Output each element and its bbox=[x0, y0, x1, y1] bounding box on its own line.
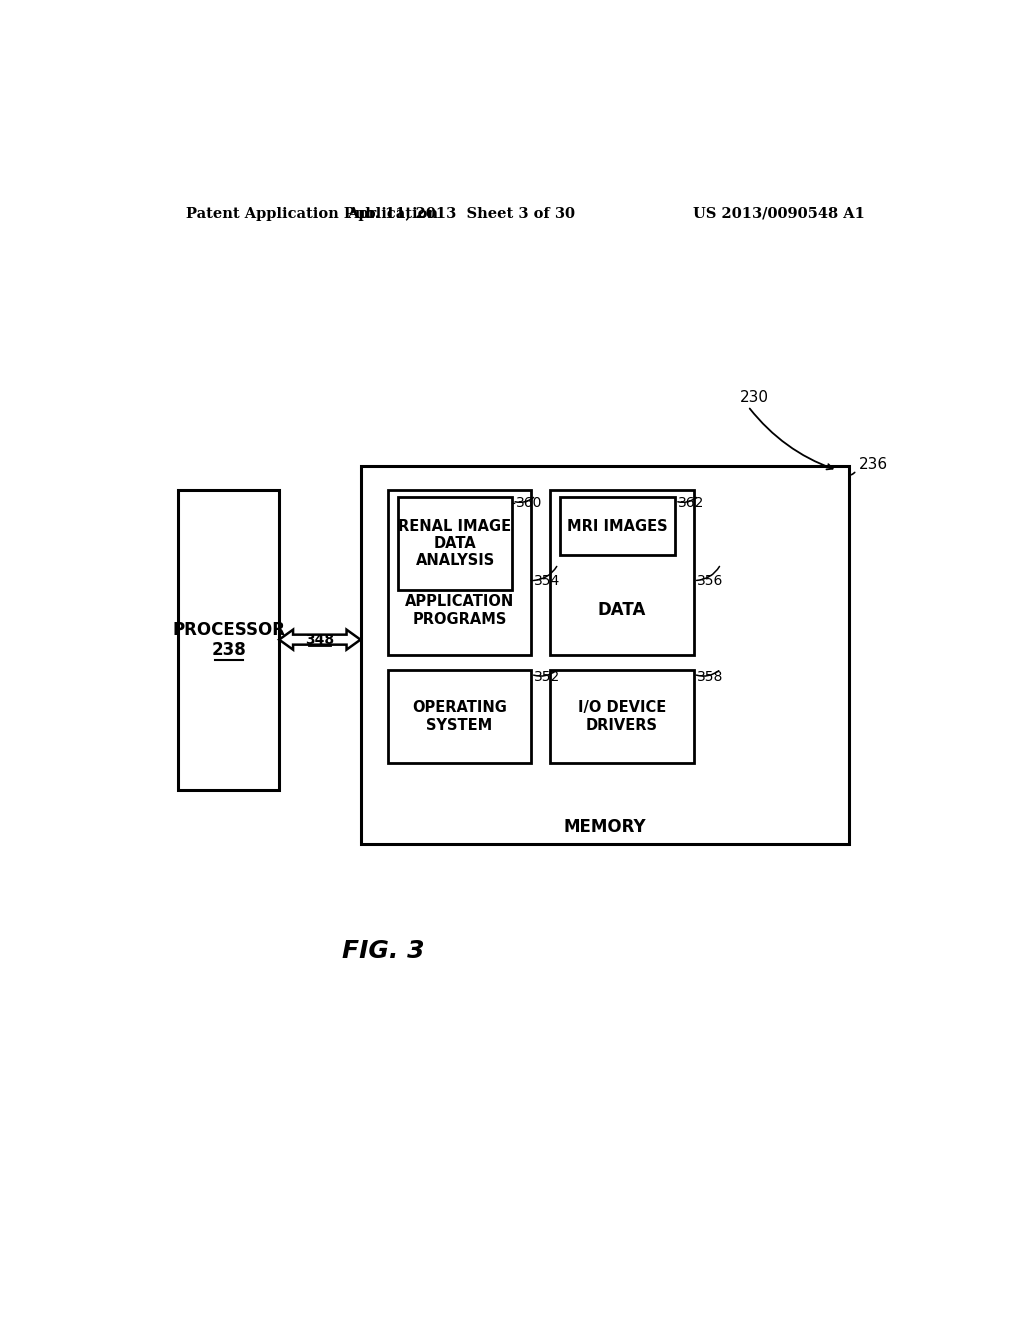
Text: Apr. 11, 2013  Sheet 3 of 30: Apr. 11, 2013 Sheet 3 of 30 bbox=[347, 207, 575, 220]
Text: 230: 230 bbox=[740, 389, 769, 405]
Text: FIG. 3: FIG. 3 bbox=[342, 940, 425, 964]
Text: 358: 358 bbox=[697, 669, 723, 684]
Bar bbox=[550, 490, 693, 655]
Bar bbox=[550, 671, 693, 763]
Text: 354: 354 bbox=[535, 574, 560, 587]
Text: 352: 352 bbox=[535, 669, 560, 684]
Text: 236: 236 bbox=[859, 457, 888, 473]
Text: 348: 348 bbox=[305, 632, 335, 647]
Text: DATA: DATA bbox=[598, 602, 646, 619]
Bar bbox=[388, 671, 531, 763]
Bar bbox=[388, 490, 531, 655]
Bar bbox=[397, 498, 512, 590]
Text: PROCESSOR: PROCESSOR bbox=[172, 622, 286, 639]
Text: MEMORY: MEMORY bbox=[563, 818, 646, 836]
Text: RENAL IMAGE
DATA
ANALYSIS: RENAL IMAGE DATA ANALYSIS bbox=[398, 519, 512, 569]
Bar bbox=[178, 490, 280, 789]
Text: Patent Application Publication: Patent Application Publication bbox=[186, 207, 438, 220]
Text: APPLICATION
PROGRAMS: APPLICATION PROGRAMS bbox=[404, 594, 514, 627]
Text: MRI IMAGES: MRI IMAGES bbox=[567, 519, 668, 533]
Text: US 2013/0090548 A1: US 2013/0090548 A1 bbox=[693, 207, 865, 220]
Polygon shape bbox=[280, 630, 360, 649]
Text: 356: 356 bbox=[697, 574, 723, 587]
Bar bbox=[360, 466, 849, 843]
Text: I/O DEVICE
DRIVERS: I/O DEVICE DRIVERS bbox=[578, 701, 667, 733]
Bar bbox=[560, 498, 675, 554]
Text: 238: 238 bbox=[211, 642, 246, 660]
Text: OPERATING
SYSTEM: OPERATING SYSTEM bbox=[412, 701, 507, 733]
Text: 362: 362 bbox=[678, 496, 705, 511]
Text: 360: 360 bbox=[515, 496, 542, 511]
